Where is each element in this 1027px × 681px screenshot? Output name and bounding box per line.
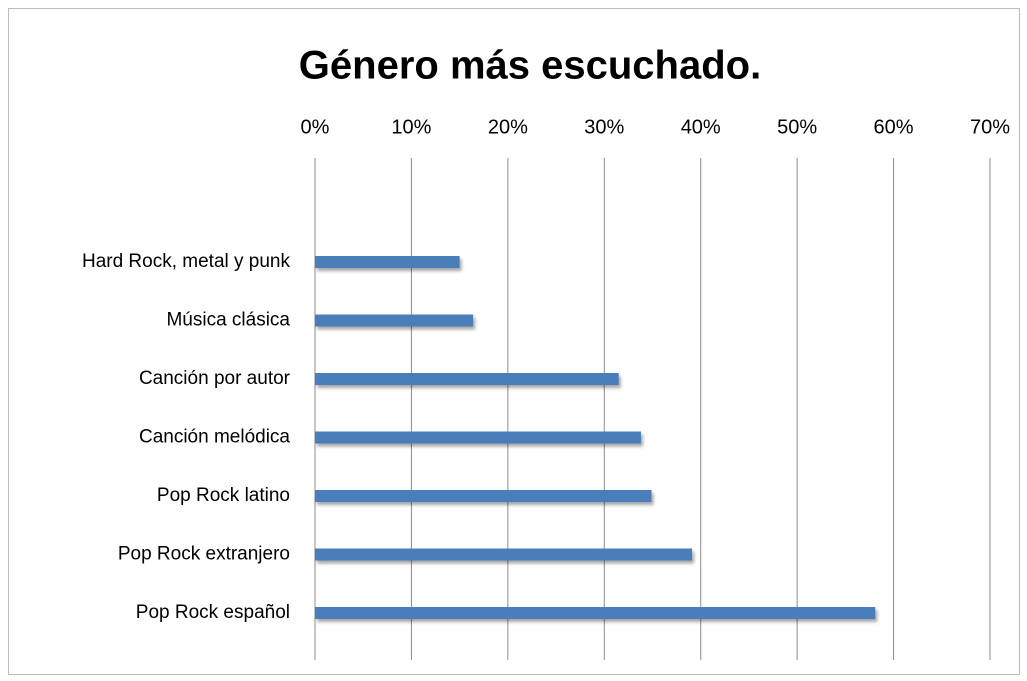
y-tick-label: Canción por autor [139, 368, 291, 389]
chart-title: Género más escuchado. [299, 44, 761, 88]
x-tick-label: 20% [488, 116, 528, 138]
bar [315, 607, 876, 619]
y-tick-label: Pop Rock español [136, 602, 290, 623]
chart-border [8, 8, 1020, 675]
x-tick-label: 40% [681, 116, 721, 138]
x-tick-label: 70% [970, 116, 1010, 138]
x-tick-label: 30% [584, 116, 624, 138]
x-tick-label: 10% [391, 116, 431, 138]
y-tick-label: Música clásica [166, 310, 290, 331]
bar [315, 314, 474, 327]
bar [315, 373, 619, 385]
x-tick-label: 50% [777, 116, 817, 138]
x-tick-label: 60% [874, 116, 914, 138]
y-tick-label: Pop Rock latino [157, 485, 290, 506]
y-tick-label: Hard Rock, metal y punk [82, 251, 291, 272]
bar [315, 490, 652, 502]
x-tick-label: 0% [301, 116, 330, 138]
bar [315, 548, 693, 561]
y-tick-label: Pop Rock extranjero [118, 544, 290, 565]
y-tick-label: Canción melódica [139, 427, 290, 448]
bar [315, 256, 460, 268]
bar [315, 431, 641, 444]
